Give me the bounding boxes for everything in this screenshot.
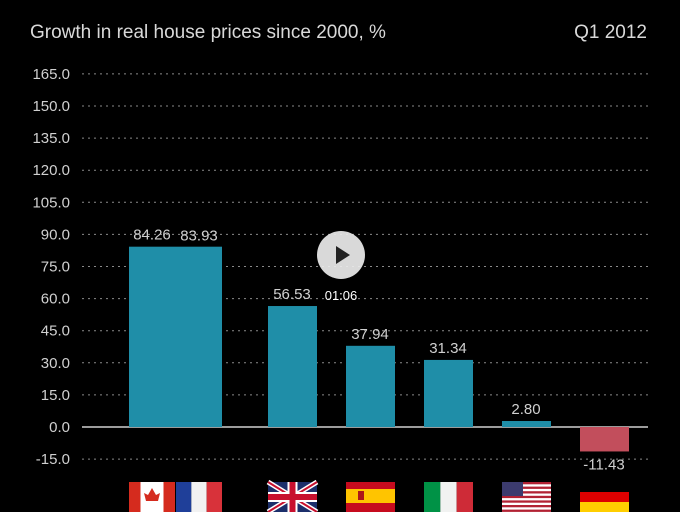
flag-italy-icon xyxy=(424,482,473,512)
flag-stripe xyxy=(580,482,629,492)
flag-stripe xyxy=(580,502,629,512)
flag-uk-icon xyxy=(266,479,319,512)
flag-stripe xyxy=(502,482,551,485)
chart-period: Q1 2012 xyxy=(574,22,647,43)
y-tick-label: 135.0 xyxy=(32,130,70,147)
flag-stripe xyxy=(176,482,192,512)
flag-stripe xyxy=(502,491,551,494)
bar xyxy=(346,345,395,427)
y-tick-label: 150.0 xyxy=(32,98,70,115)
maple-leaf xyxy=(144,488,160,501)
y-tick-label: 120.0 xyxy=(32,162,70,179)
flag-stripe xyxy=(440,482,457,512)
data-label: 56.53 xyxy=(273,286,311,303)
flag-stripe xyxy=(191,482,207,512)
data-label: 84.26 xyxy=(133,227,171,244)
flag-germany-icon xyxy=(580,482,629,512)
playback-time: 01:06 xyxy=(324,288,358,303)
y-tick-label: 75.0 xyxy=(41,259,70,276)
flag-usa-icon xyxy=(502,482,551,512)
flag-stripe xyxy=(206,482,222,512)
flag-stripe xyxy=(346,489,395,503)
y-tick-label: 90.0 xyxy=(41,226,70,243)
bar xyxy=(424,359,473,427)
flag-stripe xyxy=(502,486,551,489)
flag-stripe xyxy=(502,505,551,508)
bar xyxy=(129,246,222,427)
flag-canton xyxy=(502,482,523,496)
flag-canada-icon xyxy=(129,482,175,512)
y-tick-label: -15.0 xyxy=(36,451,70,468)
y-tick-label: 0.0 xyxy=(49,419,70,436)
bar xyxy=(268,306,317,427)
flag-stripe xyxy=(580,492,629,502)
y-tick-label: 45.0 xyxy=(41,323,70,340)
flag-stripe xyxy=(502,500,551,503)
y-tick-label: 105.0 xyxy=(32,194,70,211)
play-button[interactable] xyxy=(317,231,365,279)
flag-cross xyxy=(268,494,317,500)
flag-spain-icon xyxy=(346,482,395,512)
data-label: 83.93 xyxy=(180,227,218,244)
data-label: 37.94 xyxy=(351,326,389,343)
flag-stripe xyxy=(502,495,551,499)
y-tick-label: 30.0 xyxy=(41,355,70,372)
data-label: 31.34 xyxy=(429,340,467,357)
y-tick-label: 165.0 xyxy=(32,66,70,83)
bar xyxy=(502,421,551,427)
flag-stripe xyxy=(502,509,551,512)
data-label: 2.80 xyxy=(511,401,540,418)
y-tick-label: 60.0 xyxy=(41,291,70,308)
flag-france-icon xyxy=(176,482,222,512)
play-icon xyxy=(336,246,350,264)
flag-emblem xyxy=(358,491,364,500)
chart-title: Growth in real house prices since 2000, … xyxy=(30,22,386,43)
y-tick-label: 15.0 xyxy=(41,387,70,404)
flag-stripe xyxy=(424,482,441,512)
data-label: -11.43 xyxy=(583,456,624,473)
bar xyxy=(580,427,629,452)
flag-stripe xyxy=(456,482,473,512)
